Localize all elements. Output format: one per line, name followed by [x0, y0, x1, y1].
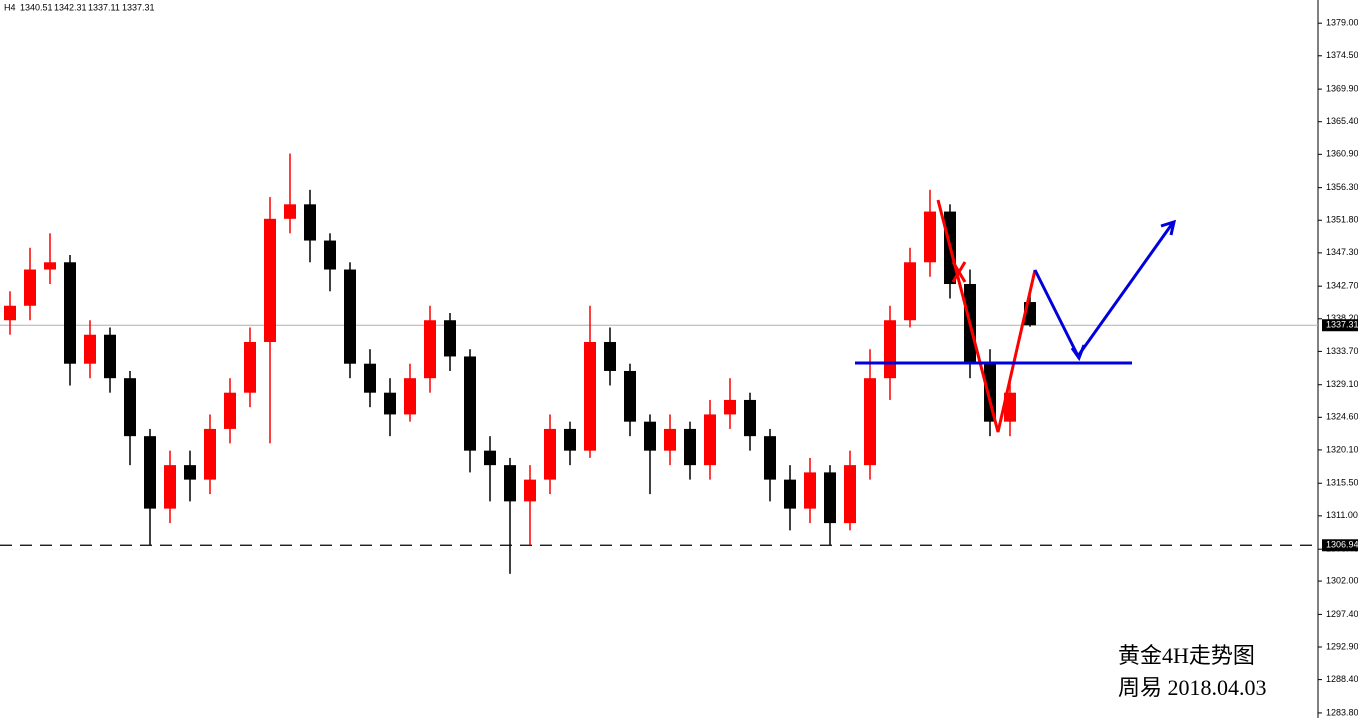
y-tick-label: 1369.90	[1326, 83, 1358, 93]
candle-body	[84, 334, 96, 364]
candle-body	[664, 428, 676, 451]
candle-body	[104, 334, 116, 379]
candle-body	[44, 262, 56, 270]
y-tick-label: 1283.80	[1326, 707, 1358, 717]
candle-body	[824, 472, 836, 524]
y-tick-label: 1302.00	[1326, 575, 1358, 585]
red-cross	[951, 261, 967, 283]
y-tick-label: 1292.90	[1326, 641, 1358, 651]
candle-body	[584, 341, 596, 451]
candle-body	[404, 378, 416, 415]
ohlc-high: 1342.31	[54, 2, 87, 12]
candle-body	[184, 465, 196, 480]
candle-body	[224, 392, 236, 429]
arrowhead	[1160, 219, 1177, 236]
y-tick-label: 1347.30	[1326, 247, 1358, 257]
candle-body	[644, 421, 656, 451]
y-tick-label: 1342.70	[1326, 281, 1358, 291]
candle-body	[244, 341, 256, 393]
candle-body	[64, 262, 76, 364]
y-tick-label: 1338.20	[1326, 313, 1358, 323]
candle-body	[484, 450, 496, 466]
candle-body	[264, 218, 276, 342]
candle-body	[704, 414, 716, 466]
candle-body	[844, 465, 856, 524]
chart-subtitle: 周易 2018.04.03	[1118, 675, 1267, 700]
candle-body	[724, 399, 736, 415]
timeframe: H4	[4, 2, 16, 12]
arrowhead	[1070, 344, 1086, 362]
candle-body	[304, 204, 316, 241]
y-tick-label: 1351.80	[1326, 215, 1358, 225]
y-tick-label: 1324.60	[1326, 412, 1358, 422]
y-tick-label: 1379.00	[1326, 18, 1358, 28]
candle-body	[204, 428, 216, 480]
candle-body	[784, 479, 796, 509]
candle-body	[164, 465, 176, 509]
red-zigzag	[936, 199, 1037, 433]
candle-body	[684, 428, 696, 466]
candle-body	[24, 269, 36, 306]
candle-body	[884, 320, 896, 379]
candle-body	[344, 269, 356, 364]
candle-body	[144, 436, 156, 509]
candle-body	[564, 428, 576, 451]
price-tag	[1322, 319, 1358, 332]
y-tick-label: 1333.70	[1326, 346, 1358, 356]
y-tick-label: 1360.90	[1326, 149, 1358, 159]
y-tick-label: 1311.00	[1326, 510, 1358, 520]
plot	[0, 153, 1318, 574]
candle-body	[1004, 392, 1016, 422]
candle-body	[424, 320, 436, 379]
y-tick-label: 1288.40	[1326, 674, 1358, 684]
candle-body	[524, 479, 536, 502]
candle-body	[4, 305, 16, 321]
candle-body	[744, 399, 756, 437]
price-tag	[1322, 539, 1358, 552]
y-tick-label: 1315.50	[1326, 478, 1358, 488]
y-tick-label: 1297.40	[1326, 609, 1358, 619]
y-tick-label: 1374.50	[1326, 50, 1358, 60]
candle-body	[544, 428, 556, 480]
candle-body	[504, 465, 516, 502]
candle-body	[764, 436, 776, 480]
candle-body	[444, 320, 456, 357]
y-tick-label: 1356.30	[1326, 182, 1358, 192]
y-tick-label: 1365.40	[1326, 116, 1358, 126]
candle-body	[924, 211, 936, 263]
y-tick-label: 1329.10	[1326, 379, 1358, 389]
candle-body	[284, 204, 296, 219]
candle-body	[604, 341, 616, 371]
ohlc-open: 1340.51	[20, 2, 53, 12]
candle-body	[384, 392, 396, 415]
chart-title: 黄金4H走势图	[1118, 643, 1255, 668]
candle-body	[624, 370, 636, 422]
candle-body	[464, 356, 476, 451]
candle-body	[864, 378, 876, 466]
candle-body	[124, 378, 136, 437]
price-tag-label: 1337.31	[1326, 320, 1358, 330]
ohlc-low: 1337.11	[88, 2, 120, 12]
candle-body	[324, 240, 336, 270]
blue-projection	[1033, 223, 1174, 359]
y-tick-label: 1320.10	[1326, 444, 1358, 454]
ohlc-close: 1337.31	[122, 2, 155, 12]
price-tag-label: 1306.94	[1326, 540, 1358, 550]
candle-body	[364, 363, 376, 393]
candle-body	[804, 472, 816, 509]
candle-body	[904, 262, 916, 321]
